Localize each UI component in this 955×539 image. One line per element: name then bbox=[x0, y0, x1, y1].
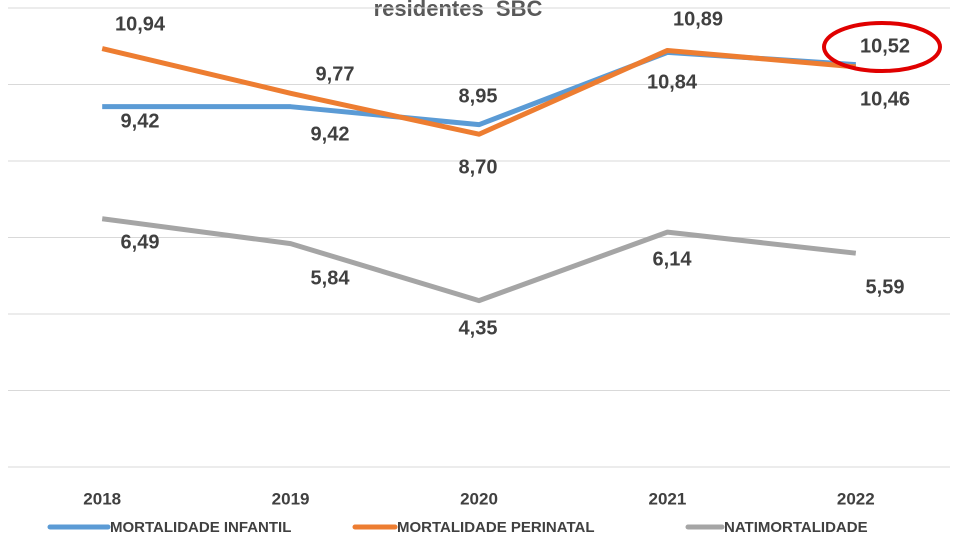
highlight-circle bbox=[822, 21, 942, 73]
data-label: 10,46 bbox=[860, 88, 910, 110]
x-tick-label: 2018 bbox=[83, 489, 121, 508]
series-line bbox=[101, 46, 857, 137]
legend-label: MORTALIDADE PERINATAL bbox=[397, 519, 594, 536]
data-label: 9,42 bbox=[121, 110, 160, 132]
data-label: 10,89 bbox=[673, 8, 723, 30]
data-label: 5,84 bbox=[311, 267, 351, 289]
x-tick-label: 2019 bbox=[272, 489, 310, 508]
data-label: 10,84 bbox=[647, 71, 698, 93]
data-label: 9,42 bbox=[311, 123, 350, 145]
data-label: 10,52 bbox=[860, 35, 910, 57]
grid bbox=[8, 7, 950, 468]
data-label: 6,14 bbox=[653, 248, 693, 270]
x-tick-label: 2021 bbox=[648, 489, 686, 508]
data-label: 8,95 bbox=[459, 85, 498, 107]
series-line bbox=[101, 216, 857, 304]
data-label: 5,59 bbox=[866, 276, 905, 298]
data-label: 10,94 bbox=[115, 13, 166, 35]
x-tick-label: 2020 bbox=[460, 489, 498, 508]
legend-label: MORTALIDADE INFANTIL bbox=[110, 519, 291, 536]
data-label: 9,77 bbox=[316, 63, 355, 85]
data-label: 4,35 bbox=[459, 317, 498, 339]
data-label: 6,49 bbox=[121, 231, 160, 253]
chart-title: residentes SBC bbox=[374, 0, 543, 21]
lines bbox=[101, 46, 857, 304]
x-tick-label: 2022 bbox=[837, 489, 875, 508]
data-label: 8,70 bbox=[459, 156, 498, 178]
labels: 2018 2019 2020 2021 2022 9,42 9,42 8,95 10,84 10,… bbox=[47, 8, 910, 536]
legend-label: NATIMORTALIDADE bbox=[724, 519, 868, 536]
